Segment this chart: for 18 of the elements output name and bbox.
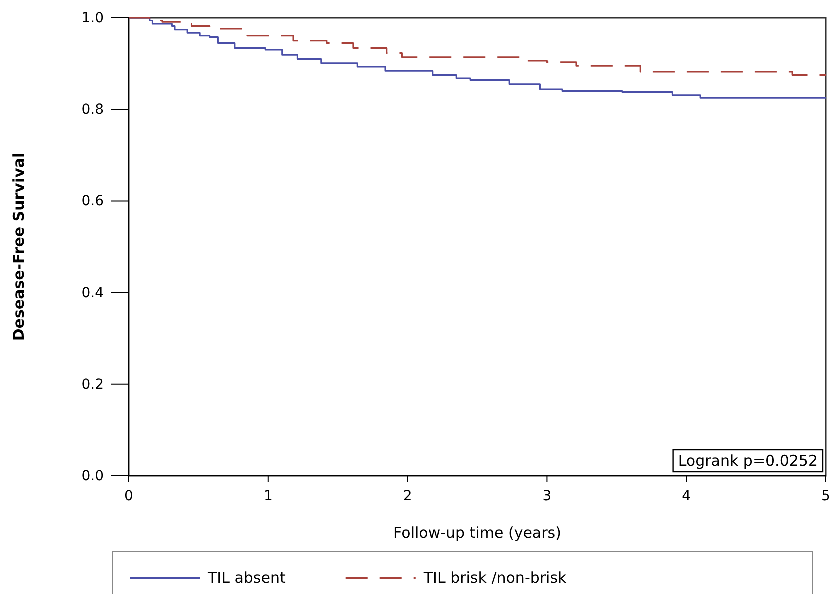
y-tick-label: 0.0 [82, 468, 104, 484]
y-tick-label: 0.8 [82, 102, 104, 118]
y-tick-label: 1.0 [82, 10, 104, 26]
y-axis-title: Desease-Free Survival [10, 152, 28, 342]
y-tick-label: 0.6 [82, 194, 104, 210]
x-axis-title: Follow-up time (years) [394, 524, 562, 542]
x-tick-label: 2 [403, 488, 412, 504]
annotation: Logrank p=0.0252 [678, 452, 818, 470]
legend-label: TIL absent [207, 569, 286, 587]
y-tick-label: 0.4 [82, 285, 104, 302]
x-tick-label: 3 [542, 488, 552, 504]
x-tick-label: 5 [822, 488, 830, 504]
legend-label: TIL brisk /non-brisk [422, 569, 568, 587]
x-tick-label: 0 [124, 488, 134, 504]
y-tick-label: 0.2 [82, 376, 104, 393]
x-tick-label: 4 [682, 488, 692, 504]
x-tick-label: 1 [264, 488, 273, 504]
annotation-box: Logrank p=0.0252 [672, 449, 824, 473]
